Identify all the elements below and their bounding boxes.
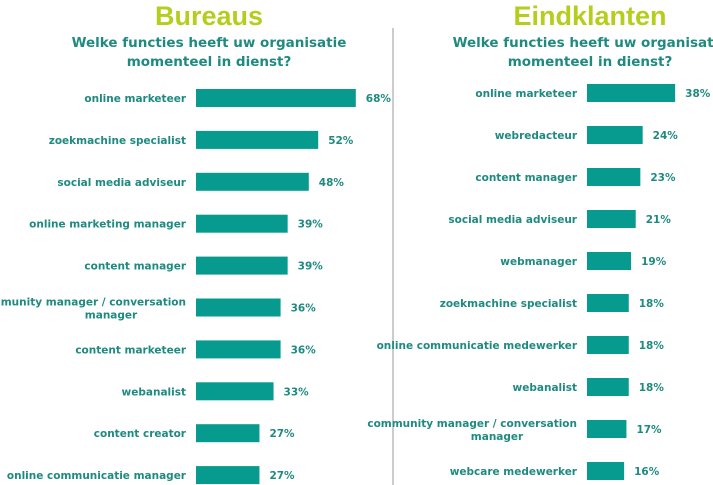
bar	[587, 420, 627, 438]
bar	[587, 126, 643, 144]
data-label: 19%	[641, 256, 667, 268]
data-label: 52%	[328, 135, 354, 147]
data-label: 36%	[291, 303, 317, 315]
category-label: content manager	[475, 172, 577, 184]
data-label: 24%	[653, 130, 679, 142]
bar	[587, 378, 629, 396]
chart-subtitle: Welke functies heeft uw organisatie	[72, 35, 347, 51]
bar	[587, 252, 632, 270]
data-label: 16%	[634, 466, 660, 478]
data-label: 23%	[650, 172, 676, 184]
data-label: 48%	[319, 177, 345, 189]
bar	[587, 84, 676, 102]
category-label: webmanager	[500, 256, 578, 268]
category-label: online marketing manager	[29, 219, 187, 231]
category-label: online communicatie manager	[7, 470, 187, 482]
category-label: community manager / conversation	[0, 297, 186, 309]
chart-title: Bureaus	[155, 1, 263, 31]
data-label: 18%	[639, 298, 665, 310]
bar	[196, 214, 288, 233]
bar	[196, 89, 356, 107]
data-label: 38%	[685, 88, 711, 100]
bar	[587, 210, 636, 228]
category-label: zoekmachine specialist	[440, 298, 577, 310]
bar	[587, 462, 625, 480]
category-label: online marketeer	[84, 93, 186, 105]
bar	[196, 340, 281, 359]
bar	[587, 294, 629, 312]
category-label: social media adviseur	[448, 214, 577, 226]
bar	[196, 466, 260, 485]
data-label: 36%	[291, 344, 317, 356]
category-label: webanalist	[122, 386, 186, 398]
bar	[196, 130, 319, 149]
category-label: webcare medewerker	[450, 466, 578, 478]
data-label: 17%	[636, 424, 662, 436]
data-label: 18%	[639, 382, 665, 394]
data-label: 39%	[298, 219, 324, 231]
data-label: 27%	[269, 470, 295, 482]
category-label: manager	[85, 310, 138, 322]
bar	[196, 298, 281, 317]
bar	[587, 168, 641, 186]
data-label: 21%	[646, 214, 672, 226]
category-label: zoekmachine specialist	[49, 135, 186, 147]
category-label: webredacteur	[495, 130, 578, 142]
category-label: manager	[471, 431, 524, 443]
chart-subtitle: momenteel in dienst?	[508, 54, 673, 70]
bar	[196, 382, 274, 401]
category-label: social media adviseur	[57, 177, 186, 189]
data-label: 33%	[284, 386, 310, 398]
category-label: online communicatie medewerker	[377, 340, 578, 352]
bar	[196, 424, 260, 443]
chart-subtitle: momenteel in dienst?	[127, 54, 292, 70]
bar	[587, 336, 629, 354]
category-label: content manager	[84, 261, 186, 273]
category-label: community manager / conversation	[367, 418, 577, 430]
category-label: webanalist	[513, 382, 577, 394]
category-label: content creator	[94, 428, 187, 440]
bar	[196, 172, 309, 191]
category-label: content marketeer	[75, 344, 186, 356]
bar	[196, 256, 288, 275]
data-label: 18%	[639, 340, 665, 352]
data-label: 27%	[269, 428, 295, 440]
chart-subtitle: Welke functies heeft uw organisatie	[453, 35, 713, 51]
chart-title: Eindklanten	[513, 1, 666, 31]
data-label: 68%	[366, 93, 392, 105]
data-label: 39%	[298, 261, 324, 273]
category-label: online marketeer	[475, 88, 577, 100]
